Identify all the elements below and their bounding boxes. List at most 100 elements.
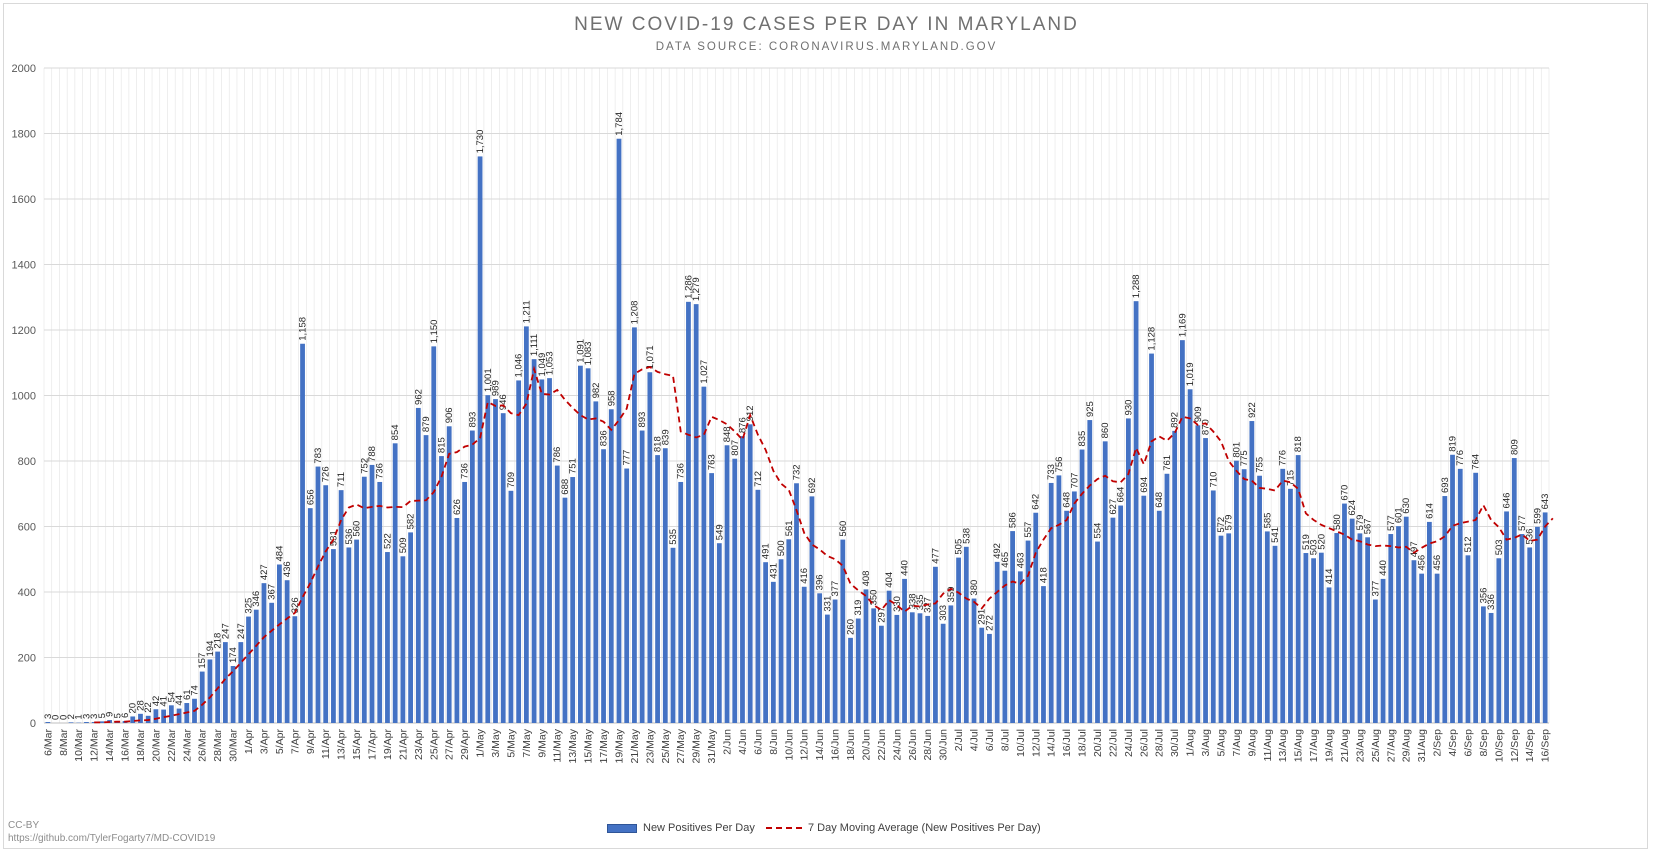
bar (1380, 578, 1386, 723)
x-tick-label: 2/Sep (1432, 729, 1444, 757)
bar (1488, 612, 1494, 723)
bar (539, 379, 545, 723)
x-tick-label: 27/Apr (444, 728, 456, 759)
x-tick-label: 1/Apr (243, 729, 255, 755)
x-tick-label: 30/Jul (1169, 729, 1181, 757)
legend-item-line: 7 Day Moving Average (New Positives Per … (766, 822, 1041, 834)
x-tick-label: 15/Aug (1293, 729, 1305, 762)
bar (307, 508, 313, 723)
bar-data-label: 522 (382, 533, 393, 549)
bar (987, 633, 992, 723)
bar (1118, 505, 1124, 723)
bar (1187, 389, 1193, 723)
bar (485, 395, 491, 723)
bar-data-label: 2 (66, 714, 77, 719)
bar-data-label: 536 (1525, 529, 1536, 545)
bar (331, 549, 336, 723)
bar-data-label: 1,279 (691, 277, 702, 301)
bar-data-label: 579 (1355, 515, 1366, 531)
x-axis-ticks: 6/Mar 8/Mar 10/Mar 12/Mar 14/Mar 16/Mar 18/Mar… (42, 728, 1551, 763)
bar-data-label: 818 (1293, 436, 1304, 452)
source-url: https://github.com/TylerFogarty7/MD-COVI… (8, 833, 216, 844)
bar-data-label: 642 (1031, 494, 1042, 510)
bar (786, 539, 792, 723)
bar-data-label: 5 (112, 713, 123, 718)
bar-data-label: 3 (89, 714, 100, 719)
y-tick-label: 0 (30, 718, 36, 730)
bar (678, 481, 684, 723)
bar (199, 671, 205, 723)
bar-data-label: 436 (282, 561, 293, 577)
bar-data-label: 9 (105, 712, 116, 717)
bar (477, 156, 483, 724)
bar-data-label: 807 (730, 440, 741, 456)
bar-data-label: 1,286 (683, 275, 694, 299)
bar-data-label: 325 (244, 598, 255, 614)
bar-data-label: 712 (753, 471, 764, 487)
bar (902, 578, 907, 723)
bar (277, 564, 282, 723)
legend-swatch-bars (607, 823, 637, 833)
x-tick-label: 28/Mar (212, 729, 224, 762)
bar-data-label: 0 (58, 715, 69, 720)
bar (91, 722, 97, 723)
bar (770, 581, 776, 723)
bar-data-label: 601 (1394, 507, 1405, 523)
bar-data-label: 732 (792, 464, 803, 480)
bar (608, 409, 614, 723)
bar-data-label: 893 (637, 412, 648, 428)
bar (554, 465, 560, 723)
bar (647, 372, 653, 723)
bar-data-label: 28 (135, 700, 146, 711)
bar (879, 625, 884, 723)
bar (1195, 425, 1201, 723)
bar (547, 378, 552, 723)
legend-label-bars: New Positives Per Day (643, 822, 755, 834)
bar-data-label: 520 (1316, 534, 1327, 550)
bar (315, 466, 321, 723)
bar-data-label: 755 (1255, 457, 1266, 473)
bar (1288, 488, 1293, 723)
bar-data-label: 848 (722, 426, 733, 442)
x-tick-label: 3/Aug (1200, 729, 1212, 757)
x-tick-label: 25/May (660, 728, 672, 763)
x-tick-label: 2/Jun (722, 729, 734, 755)
bar (354, 539, 359, 723)
bar (1141, 495, 1147, 723)
bar (1156, 510, 1162, 723)
bar-data-label: 1,169 (1177, 313, 1188, 337)
x-tick-label: 25/Aug (1370, 729, 1382, 762)
x-tick-label: 8/Mar (58, 729, 70, 756)
y-tick-label: 600 (18, 522, 36, 534)
bar-data-label: 711 (336, 472, 347, 487)
bar-data-label: 503 (1309, 539, 1320, 555)
bar (207, 659, 213, 723)
bar-data-label: 247 (236, 623, 247, 639)
x-tick-label: 13/May (567, 728, 579, 763)
x-tick-label: 14/Jun (814, 729, 826, 761)
bar (832, 599, 838, 723)
bar-data-label: 809 (1509, 439, 1520, 455)
bar (956, 557, 961, 723)
chart-subtitle: DATA SOURCE: CORONAVIRUS.MARYLAND.GOV (655, 41, 998, 53)
bar-data-labels: 3002133595620282242415444617415719421824… (43, 112, 1551, 720)
bar-data-label: 1,083 (583, 342, 594, 366)
bar-data-label: 736 (676, 463, 687, 479)
x-tick-label: 22/Mar (166, 729, 178, 762)
bar (1442, 496, 1448, 723)
bar-data-label: 561 (784, 520, 795, 536)
bar-data-label: 74 (190, 685, 201, 696)
bar-data-label: 247 (220, 623, 231, 639)
bar (1017, 571, 1023, 723)
bar-data-label: 1,208 (629, 301, 640, 325)
bar (161, 709, 167, 723)
bar-series (45, 138, 1548, 724)
bar-data-label: 1,111 (529, 334, 540, 356)
x-tick-label: 26/Mar (197, 729, 209, 762)
bar-data-label: 836 (599, 430, 610, 446)
bar (1172, 430, 1178, 723)
bar-data-label: 535 (668, 529, 679, 545)
bar-data-label: 925 (1085, 401, 1096, 417)
legend-item-bars: New Positives Per Day (607, 822, 755, 834)
